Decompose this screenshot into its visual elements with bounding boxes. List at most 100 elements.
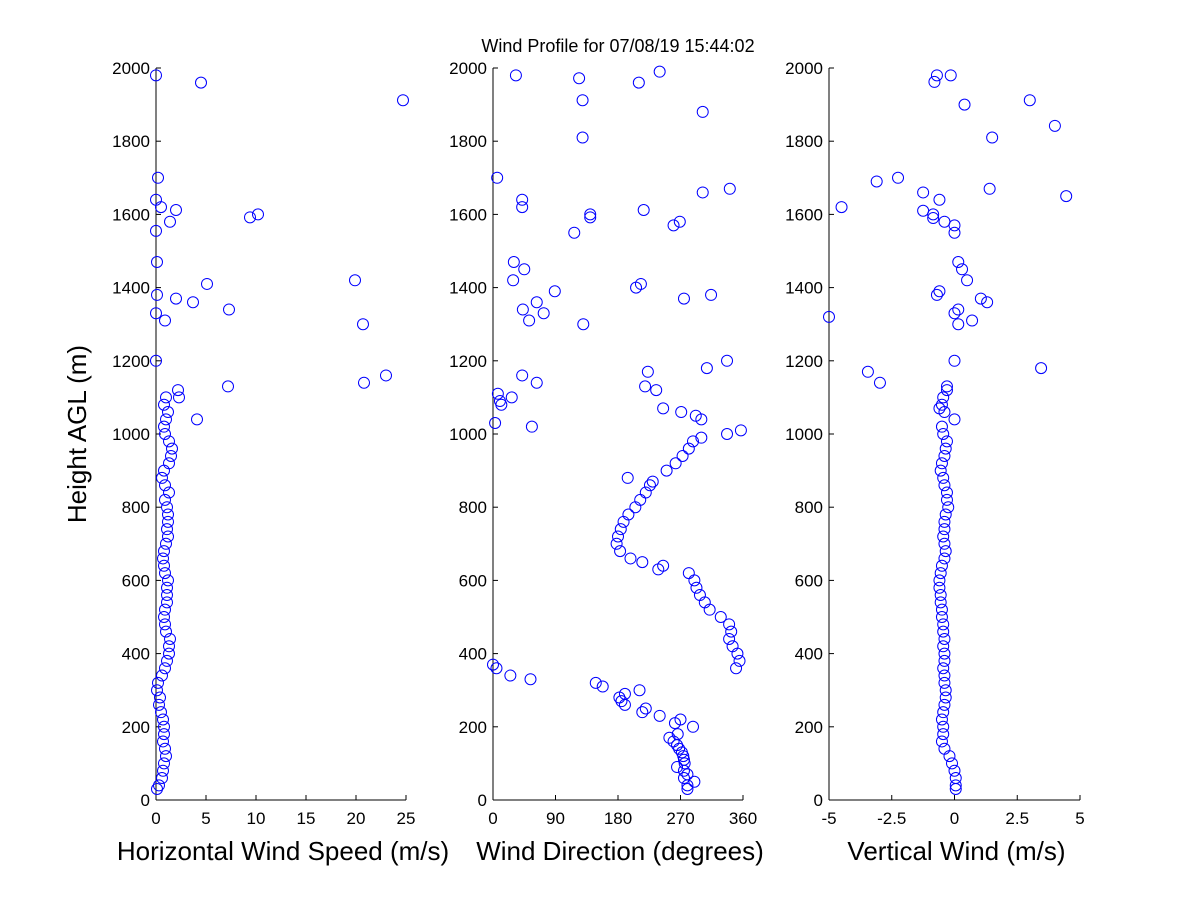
data-point [161,589,173,602]
data-point [152,676,164,689]
data-point [938,552,951,565]
data-point [677,764,690,777]
data-point [939,684,952,697]
data-point [158,398,170,411]
data-point [252,208,264,221]
x-tick-label: 15 [297,809,316,828]
data-point [157,713,169,726]
data-point [823,310,835,323]
data-point [682,442,695,455]
data-point [632,76,645,89]
y-tick-label: 200 [122,718,150,737]
data-point [981,296,994,309]
data-point [159,314,171,327]
data-point [861,365,874,378]
data-point [161,501,173,514]
data-point [152,171,164,184]
data-point [159,603,171,616]
data-point [935,457,948,470]
data-point [935,735,948,748]
data-point [949,783,962,796]
data-point [682,567,695,580]
data-point [172,384,184,397]
x-tick-label: -2.5 [877,809,906,828]
data-point [584,208,597,221]
data-point [657,559,670,572]
data-point [165,449,177,462]
data-point [163,640,175,653]
data-point [681,783,694,796]
data-point [937,530,950,543]
data-point [164,215,176,228]
data-point [952,303,965,316]
y-tick-label: 2000 [785,59,823,78]
vertical-wind-panel: 0 200 400 600 800 1000 1200 1400 1600 1800 2000 -5 -… [785,59,1085,866]
data-point [723,618,736,631]
data-point [937,471,950,484]
data-point [983,182,996,195]
data-point [933,285,946,298]
data-point [933,574,946,587]
data-point [948,354,961,367]
x-axis-label: Vertical Wind (m/s) [847,836,1065,866]
y-tick-label: 1000 [785,425,823,444]
data-point [935,713,948,726]
data-point [660,464,673,477]
data-point [516,201,529,214]
data-point [157,735,169,748]
data-point [938,449,951,462]
y-tick-label: 200 [459,718,487,737]
data-point [577,318,590,331]
data-point [939,442,952,455]
data-point [156,772,168,785]
data-point [523,314,536,327]
data-point [938,515,951,528]
data-point [956,263,969,276]
data-point [935,611,948,623]
data-point [158,420,170,433]
data-point [530,376,543,389]
data-point [509,69,522,82]
data-point [617,515,630,528]
data-point [621,471,634,484]
data-point [677,750,690,763]
data-point [166,442,178,455]
data-point [675,406,688,419]
data-point [1060,190,1073,203]
data-point [892,171,905,184]
y-tick-label: 1600 [449,205,487,224]
data-point [155,706,167,719]
y-tick-label: 2000 [449,59,487,78]
data-point [835,201,848,214]
x-tick-label: 270 [666,809,694,828]
data-point [491,171,504,184]
data-point [646,475,659,488]
y-tick-label: 1800 [112,132,150,151]
data-point [150,354,162,367]
data-point [938,406,951,419]
data-point [516,303,529,316]
data-point [703,603,716,616]
data-point [948,307,961,320]
data-point [958,98,971,111]
y-tick-label: 400 [459,645,487,664]
data-point [507,255,520,268]
data-point [639,702,652,715]
data-point [163,457,175,470]
data-point [159,662,171,675]
data-point [160,537,172,550]
data-point [945,757,958,770]
data-point [163,647,175,660]
data-point [690,581,703,594]
data-point [504,669,517,682]
data-point [725,625,738,638]
data-point [934,589,947,602]
data-point [596,680,609,693]
x-tick-label: 180 [604,809,632,828]
data-point [940,384,953,397]
data-point [938,654,951,667]
y-tick-label: 1200 [449,352,487,371]
data-point [162,508,174,521]
data-point [677,292,690,305]
